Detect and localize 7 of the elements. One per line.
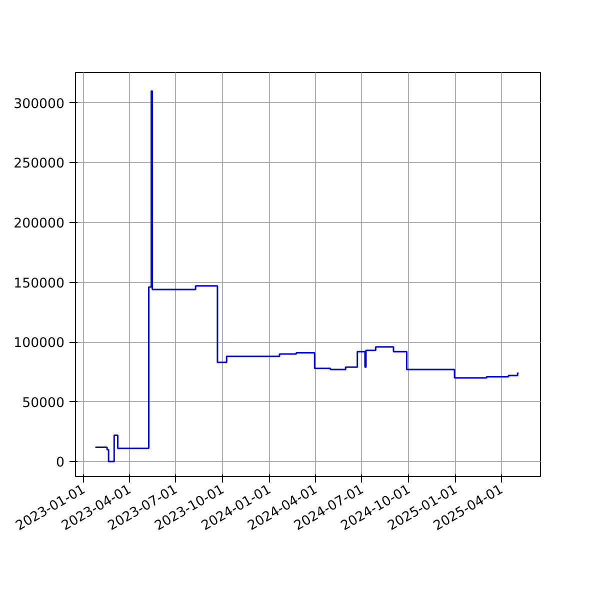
y-tick-label: 0: [56, 456, 65, 471]
y-tick-label: 100000: [14, 336, 65, 352]
y-tick-label: 250000: [14, 156, 65, 172]
y-tick-label: 150000: [14, 276, 65, 292]
y-tick-label: 300000: [14, 96, 65, 112]
y-tick-label: 200000: [14, 216, 65, 232]
y-tick-label: 50000: [22, 396, 65, 411]
